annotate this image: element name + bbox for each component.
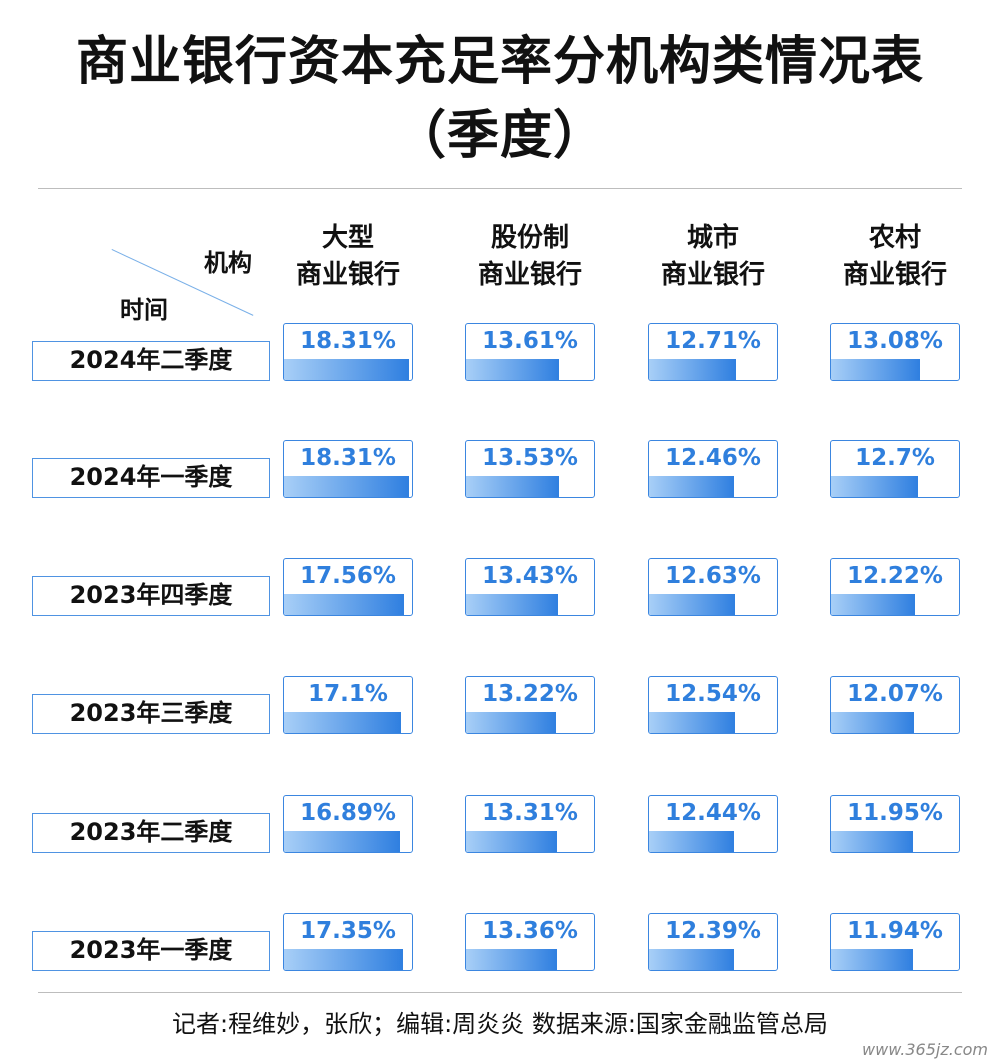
- value-cell: 12.7%: [830, 440, 960, 498]
- row-label: 2023年一季度: [32, 931, 270, 971]
- value-bar: [466, 476, 559, 497]
- value-label: 11.95%: [847, 800, 943, 826]
- value-label: 12.07%: [847, 681, 943, 707]
- value-label: 13.31%: [482, 800, 578, 826]
- row-label: 2024年二季度: [32, 341, 270, 381]
- value-cell: 17.1%: [283, 676, 413, 734]
- value-bar: [284, 476, 409, 497]
- value-cell: 18.31%: [283, 323, 413, 381]
- value-label: 17.56%: [300, 563, 396, 589]
- value-cell: 13.22%: [465, 676, 595, 734]
- value-cell: 13.08%: [830, 323, 960, 381]
- value-label: 12.7%: [855, 445, 935, 471]
- column-header-line1: 农村: [868, 223, 921, 253]
- value-cell: 11.94%: [830, 913, 960, 971]
- value-bar: [284, 594, 404, 615]
- value-label: 17.1%: [308, 681, 388, 707]
- credits-footer: 记者:程维妙，张欣；编辑:周炎炎 数据来源:国家金融监管总局: [172, 1010, 828, 1038]
- value-bar: [466, 594, 558, 615]
- value-label: 13.61%: [482, 328, 578, 354]
- value-bar: [284, 712, 401, 733]
- row-label: 2023年三季度: [32, 694, 270, 734]
- value-bar: [831, 594, 915, 615]
- value-cell: 12.63%: [648, 558, 778, 616]
- value-bar: [831, 949, 913, 970]
- value-cell: 16.89%: [283, 795, 413, 853]
- value-bar: [649, 712, 735, 733]
- value-label: 13.43%: [482, 563, 578, 589]
- row-label: 2024年一季度: [32, 458, 270, 498]
- value-cell: 12.39%: [648, 913, 778, 971]
- value-label: 13.08%: [847, 328, 943, 354]
- value-label: 12.39%: [665, 918, 761, 944]
- value-cell: 12.44%: [648, 795, 778, 853]
- column-header-line1: 城市: [686, 223, 739, 253]
- value-cell: 12.54%: [648, 676, 778, 734]
- value-bar: [284, 949, 403, 970]
- column-header-line2: 商业银行: [660, 260, 765, 290]
- value-label: 18.31%: [300, 328, 396, 354]
- value-cell: 17.56%: [283, 558, 413, 616]
- row-label: 2023年二季度: [32, 813, 270, 853]
- top-divider: [38, 188, 962, 189]
- value-cell: 13.61%: [465, 323, 595, 381]
- value-label: 17.35%: [300, 918, 396, 944]
- value-label: 12.44%: [665, 800, 761, 826]
- value-bar: [466, 831, 557, 852]
- value-cell: 12.46%: [648, 440, 778, 498]
- value-bar: [649, 831, 734, 852]
- column-header-line2: 商业银行: [295, 260, 400, 290]
- value-label: 18.31%: [300, 445, 396, 471]
- chart-title: 商业银行资本充足率分机构类情况表: [75, 32, 924, 92]
- value-bar: [831, 712, 914, 733]
- value-label: 12.71%: [665, 328, 761, 354]
- value-bar: [466, 359, 559, 380]
- value-label: 13.53%: [482, 445, 578, 471]
- value-cell: 13.43%: [465, 558, 595, 616]
- value-bar: [831, 476, 918, 497]
- column-header: 城市 商业银行: [623, 220, 803, 294]
- column-header: 农村 商业银行: [805, 220, 985, 294]
- column-header-line1: 股份制: [490, 223, 569, 253]
- column-header-line1: 大型: [321, 223, 374, 253]
- column-header-line2: 商业银行: [477, 260, 582, 290]
- value-cell: 11.95%: [830, 795, 960, 853]
- value-bar: [466, 712, 556, 733]
- value-bar: [831, 831, 913, 852]
- value-label: 11.94%: [847, 918, 943, 944]
- column-header-line2: 商业银行: [842, 260, 947, 290]
- corner-row-axis-label: 时间: [120, 296, 168, 324]
- value-label: 12.46%: [665, 445, 761, 471]
- value-label: 13.36%: [482, 918, 578, 944]
- value-cell: 12.22%: [830, 558, 960, 616]
- value-bar: [649, 359, 736, 380]
- value-cell: 18.31%: [283, 440, 413, 498]
- value-bar: [466, 949, 557, 970]
- value-label: 12.22%: [847, 563, 943, 589]
- column-header: 大型 商业银行: [258, 220, 438, 294]
- watermark: www.365jz.com: [862, 1040, 988, 1059]
- value-bar: [649, 594, 735, 615]
- value-label: 16.89%: [300, 800, 396, 826]
- row-label: 2023年四季度: [32, 576, 270, 616]
- value-cell: 13.53%: [465, 440, 595, 498]
- corner-column-axis-label: 机构: [204, 249, 252, 277]
- value-bar: [649, 476, 734, 497]
- chart-subtitle: （季度）: [393, 106, 606, 166]
- value-label: 13.22%: [482, 681, 578, 707]
- value-bar: [649, 949, 734, 970]
- value-bar: [284, 359, 409, 380]
- bottom-divider: [38, 992, 962, 993]
- value-cell: 12.71%: [648, 323, 778, 381]
- value-cell: 13.31%: [465, 795, 595, 853]
- value-label: 12.54%: [665, 681, 761, 707]
- value-bar: [831, 359, 920, 380]
- value-bar: [284, 831, 400, 852]
- value-label: 12.63%: [665, 563, 761, 589]
- value-cell: 17.35%: [283, 913, 413, 971]
- value-cell: 12.07%: [830, 676, 960, 734]
- column-header: 股份制 商业银行: [440, 220, 620, 294]
- value-cell: 13.36%: [465, 913, 595, 971]
